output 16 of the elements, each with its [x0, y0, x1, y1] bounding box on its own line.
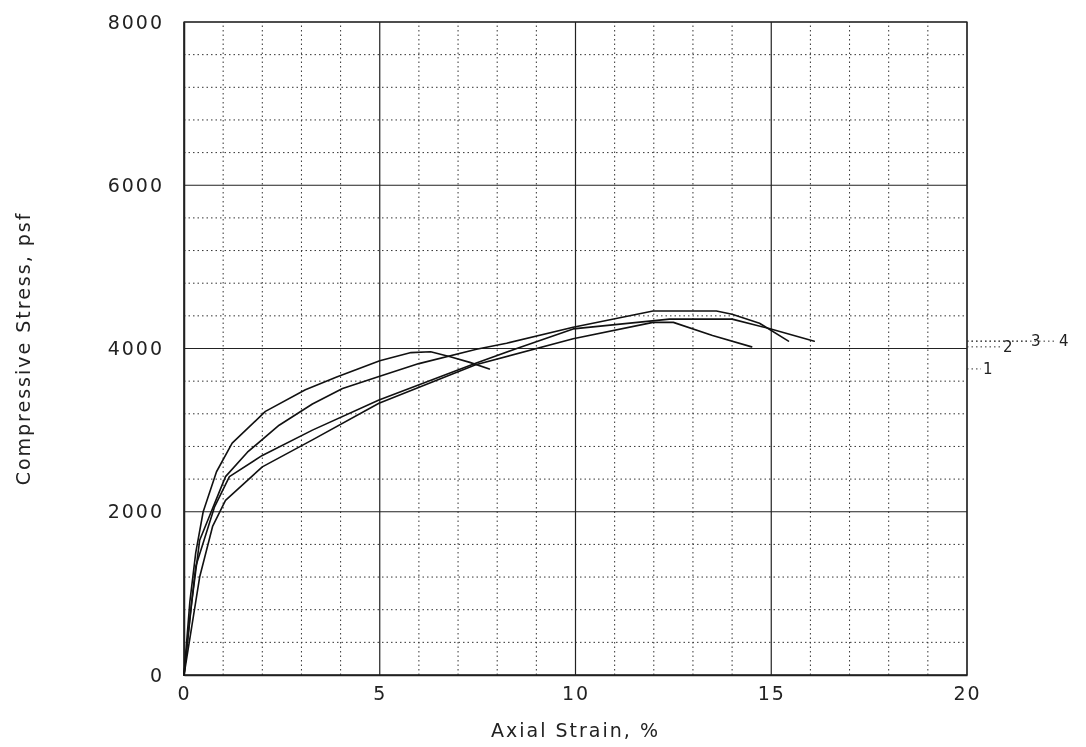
x-tick-label: 0 [177, 682, 192, 705]
y-tick-label: 4000 [107, 337, 164, 360]
text: 4 [1059, 332, 1069, 351]
y-tick-label: 2000 [107, 500, 164, 523]
text: 1 [983, 360, 993, 379]
text: 3 [1031, 332, 1041, 351]
x-tick-label: 15 [757, 682, 786, 705]
y-tick-label: 0 [149, 663, 164, 686]
y-tick-label: 8000 [107, 10, 164, 33]
text: 2 [1003, 338, 1013, 357]
y-axis-title: Compressive Stress, psf [12, 211, 34, 486]
x-tick-label: 20 [953, 682, 982, 705]
y-tick-label: 6000 [107, 173, 164, 196]
x-tick-label: 5 [373, 682, 388, 705]
x-tick-label: 10 [561, 682, 591, 705]
x-axis-title: Axial Strain, % [491, 719, 660, 741]
